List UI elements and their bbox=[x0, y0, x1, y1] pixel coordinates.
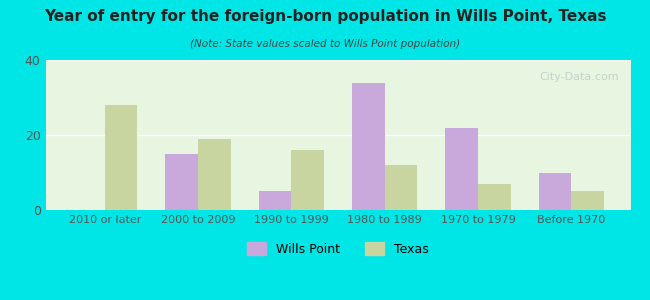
Bar bbox=[165, 154, 198, 210]
Bar bbox=[571, 191, 604, 210]
Bar bbox=[445, 128, 478, 210]
Legend: Wills Point, Texas: Wills Point, Texas bbox=[242, 237, 434, 261]
Text: City-Data.com: City-Data.com bbox=[539, 72, 619, 82]
Text: (Note: State values scaled to Wills Point population): (Note: State values scaled to Wills Poin… bbox=[190, 39, 460, 49]
Bar bbox=[539, 172, 571, 210]
Bar bbox=[352, 82, 385, 210]
Bar bbox=[385, 165, 417, 210]
Bar bbox=[259, 191, 291, 210]
Bar bbox=[291, 150, 324, 210]
Text: Year of entry for the foreign-born population in Wills Point, Texas: Year of entry for the foreign-born popul… bbox=[44, 9, 606, 24]
Bar bbox=[198, 139, 231, 210]
Bar bbox=[105, 105, 137, 210]
Bar bbox=[478, 184, 511, 210]
